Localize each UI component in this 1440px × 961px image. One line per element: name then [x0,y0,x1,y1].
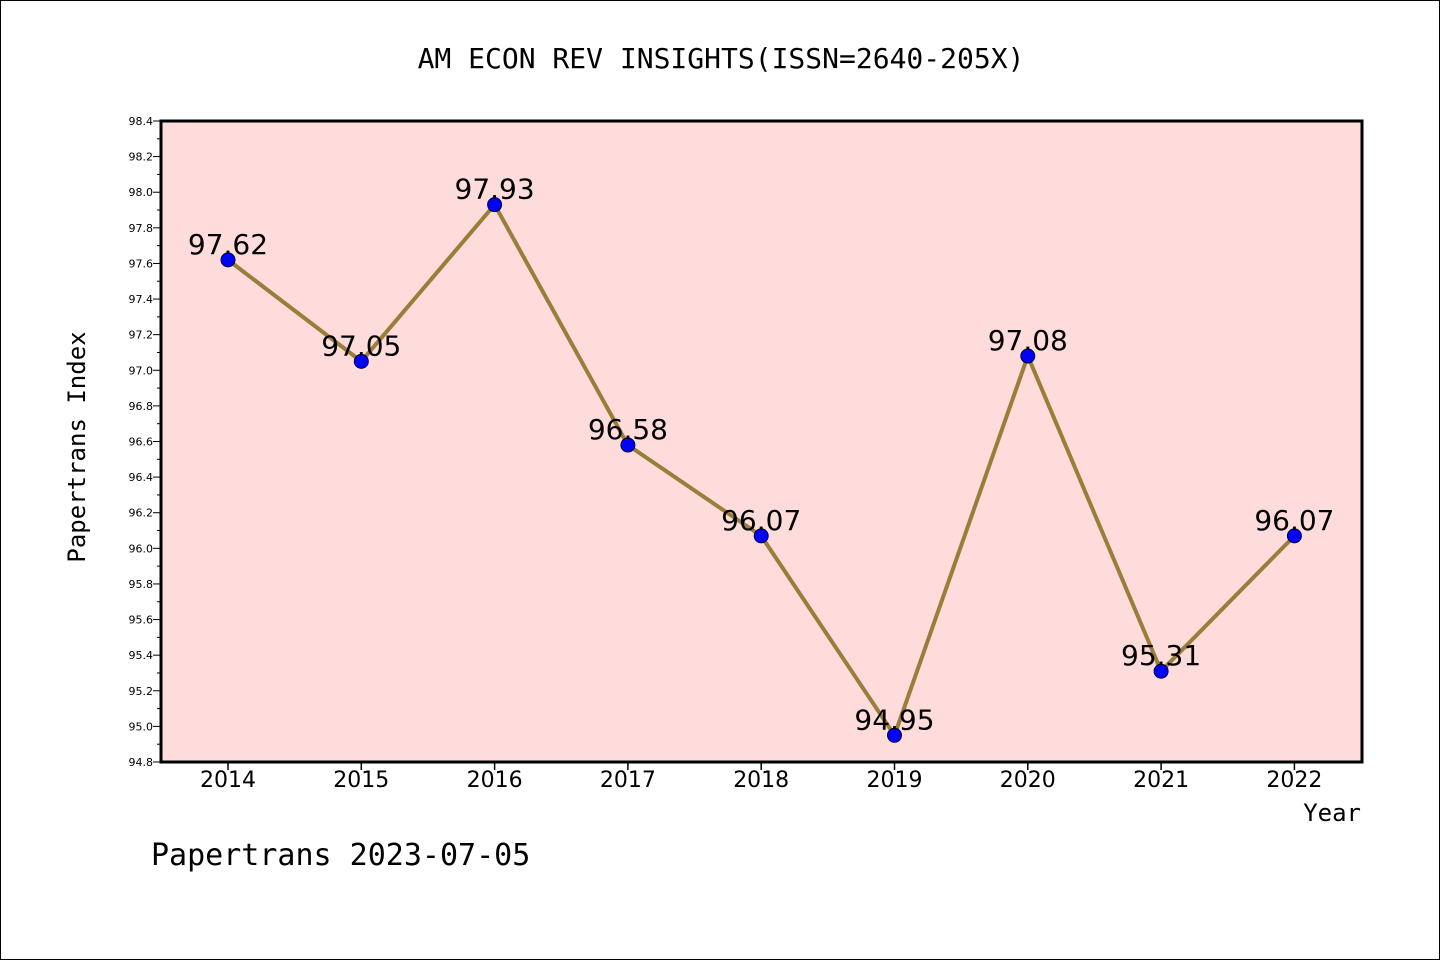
data-point [1286,528,1302,544]
y-tick-label: 95.4 [129,649,154,662]
x-axis-ticks: 2014 2015 2016 2017 2018 2019 2020 2021 2022 [200,762,1322,793]
x-tick-label: 2021 [1133,768,1189,793]
x-tick-label: 2014 [200,768,256,793]
y-tick-label: 96.6 [129,436,154,449]
data-label: 97.62 [188,228,268,261]
x-tick-label: 2022 [1266,768,1322,793]
x-tick-label: 2019 [867,768,923,793]
data-point [353,353,369,369]
data-label: 97.08 [988,324,1068,357]
x-axis-label: Year [1303,799,1361,827]
x-tick-label: 2018 [733,768,789,793]
data-label: 97.05 [321,329,401,362]
y-tick-label: 96.0 [129,542,154,555]
data-point [220,252,236,268]
y-tick-label: 95.2 [129,685,154,698]
data-label: 94.95 [854,703,934,736]
y-tick-label: 98.4 [129,115,154,128]
plot-border [159,119,1364,764]
y-tick-label: 97.8 [129,222,154,235]
y-tick-label: 97.2 [129,329,154,342]
data-points [220,197,1302,743]
y-tick-label: 96.4 [129,471,154,484]
y-tick-label: 95.0 [129,720,154,733]
data-label: 95.31 [1121,639,1201,672]
x-tick-label: 2017 [600,768,656,793]
y-tick-label: 94.8 [129,756,154,769]
data-label: 96.07 [721,504,801,537]
footer-text: Papertrans 2023-07-05 [151,838,530,873]
data-label: 97.93 [455,173,535,206]
data-labels: 97.62 97.05 97.93 96.58 96.07 94.95 97.08 95.31… [188,173,1335,737]
x-tick-label: 2020 [1000,768,1056,793]
y-tick-label: 97.0 [129,364,154,377]
plot-area [161,121,1362,762]
y-tick-label: 97.4 [129,293,154,306]
data-point [487,197,503,213]
y-tick-label: 95.8 [129,578,154,591]
data-point [1020,348,1036,364]
y-tick-label: 97.6 [129,257,154,270]
y-axis-label: Papertrans Index [63,331,91,562]
data-point [620,437,636,453]
y-tick-label: 96.2 [129,507,154,520]
y-tick-label: 96.8 [129,400,154,413]
y-tick-label: 98.2 [129,151,154,164]
data-point [887,727,902,743]
chart-title: AM ECON REV INSIGHTS(ISSN=2640-205X) [418,42,1025,75]
y-tick-label: 95.6 [129,614,154,627]
data-point [1153,663,1169,679]
data-label: 96.58 [588,413,668,446]
x-tick-label: 2015 [333,768,389,793]
x-tick-label: 2016 [467,768,523,793]
data-label: 96.07 [1254,504,1334,537]
y-tick-label: 98.0 [129,186,154,199]
data-point [753,528,769,544]
y-axis-ticks: 94.8 95.0 95.2 95.4 95.6 95.8 96.0 96.2 96.4 96.6… [129,115,161,769]
